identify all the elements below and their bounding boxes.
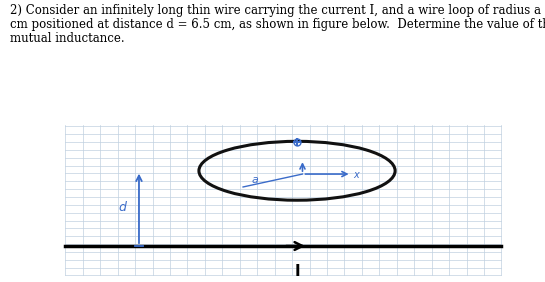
Text: cm positioned at distance d = 6.5 cm, as shown in figure below.  Determine the v: cm positioned at distance d = 6.5 cm, as…: [10, 18, 545, 31]
Text: $a$: $a$: [251, 175, 259, 185]
Text: mutual inductance.: mutual inductance.: [10, 32, 124, 45]
Text: 2) Consider an infinitely long thin wire carrying the current I, and a wire loop: 2) Consider an infinitely long thin wire…: [10, 4, 545, 17]
Text: $x$: $x$: [353, 170, 361, 180]
Text: $d$: $d$: [118, 200, 128, 214]
Text: $\mathbf{I}$: $\mathbf{I}$: [294, 263, 300, 279]
